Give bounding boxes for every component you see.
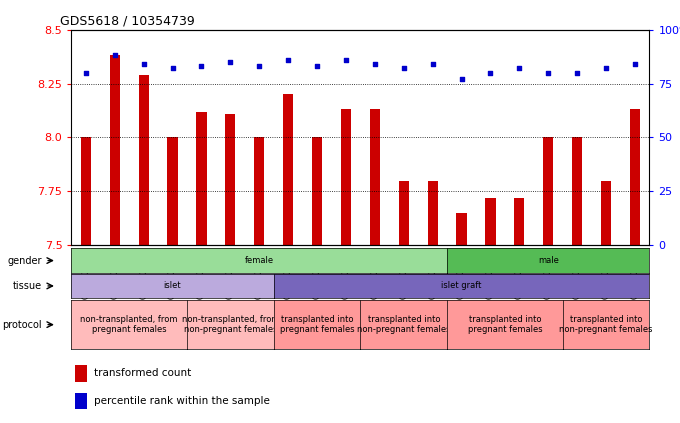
Point (225, 58, 236, 65)
Text: transformed count: transformed count (94, 368, 191, 378)
Text: transplanted into
non-pregnant females: transplanted into non-pregnant females (559, 315, 653, 334)
Point (572, 69, 583, 76)
Point (254, 63, 265, 70)
Point (138, 61, 149, 68)
Text: transplanted into
pregnant females: transplanted into pregnant females (279, 315, 354, 334)
Bar (225, 114, 235, 245)
Point (341, 56, 352, 63)
Bar (630, 110, 640, 245)
Bar (197, 112, 207, 245)
Point (600, 65, 611, 72)
Text: female: female (245, 256, 274, 265)
Text: non-transplanted, from
pregnant females: non-transplanted, from pregnant females (80, 315, 178, 334)
Bar (283, 94, 293, 245)
Text: tissue: tissue (13, 281, 42, 291)
Text: non-transplanted, from
non-pregnant females: non-transplanted, from non-pregnant fema… (182, 315, 279, 334)
Bar (514, 198, 524, 245)
Point (398, 65, 409, 72)
Bar (486, 198, 496, 245)
Text: percentile rank within the sample: percentile rank within the sample (94, 396, 270, 406)
Bar (456, 213, 466, 245)
Bar (75, 393, 87, 409)
Bar (370, 110, 380, 245)
Point (369, 61, 380, 68)
Text: GDS5618 / 10354739: GDS5618 / 10354739 (60, 14, 194, 27)
Bar (572, 137, 582, 245)
Point (283, 56, 294, 63)
Point (427, 61, 438, 68)
Text: transplanted into
non-pregnant females: transplanted into non-pregnant females (357, 315, 450, 334)
Point (630, 61, 641, 68)
Bar (428, 181, 438, 245)
Text: protocol: protocol (2, 320, 42, 330)
Bar (139, 75, 149, 245)
Text: islet: islet (164, 281, 182, 291)
Bar (75, 365, 87, 382)
Bar (109, 55, 120, 245)
Bar (398, 181, 409, 245)
Point (196, 63, 207, 70)
Point (167, 65, 178, 72)
Point (514, 65, 525, 72)
Bar (341, 110, 351, 245)
Bar (601, 181, 611, 245)
Point (80, 69, 91, 76)
Bar (543, 137, 554, 245)
Text: transplanted into
pregnant females: transplanted into pregnant females (468, 315, 542, 334)
Text: gender: gender (7, 255, 42, 266)
Bar (254, 137, 265, 245)
Point (456, 76, 467, 82)
Bar (81, 137, 91, 245)
Bar (312, 137, 322, 245)
Point (485, 69, 496, 76)
Point (109, 52, 120, 59)
Text: male: male (538, 256, 559, 265)
Point (543, 69, 554, 76)
Text: islet graft: islet graft (441, 281, 481, 291)
Bar (167, 137, 177, 245)
Point (311, 63, 322, 70)
